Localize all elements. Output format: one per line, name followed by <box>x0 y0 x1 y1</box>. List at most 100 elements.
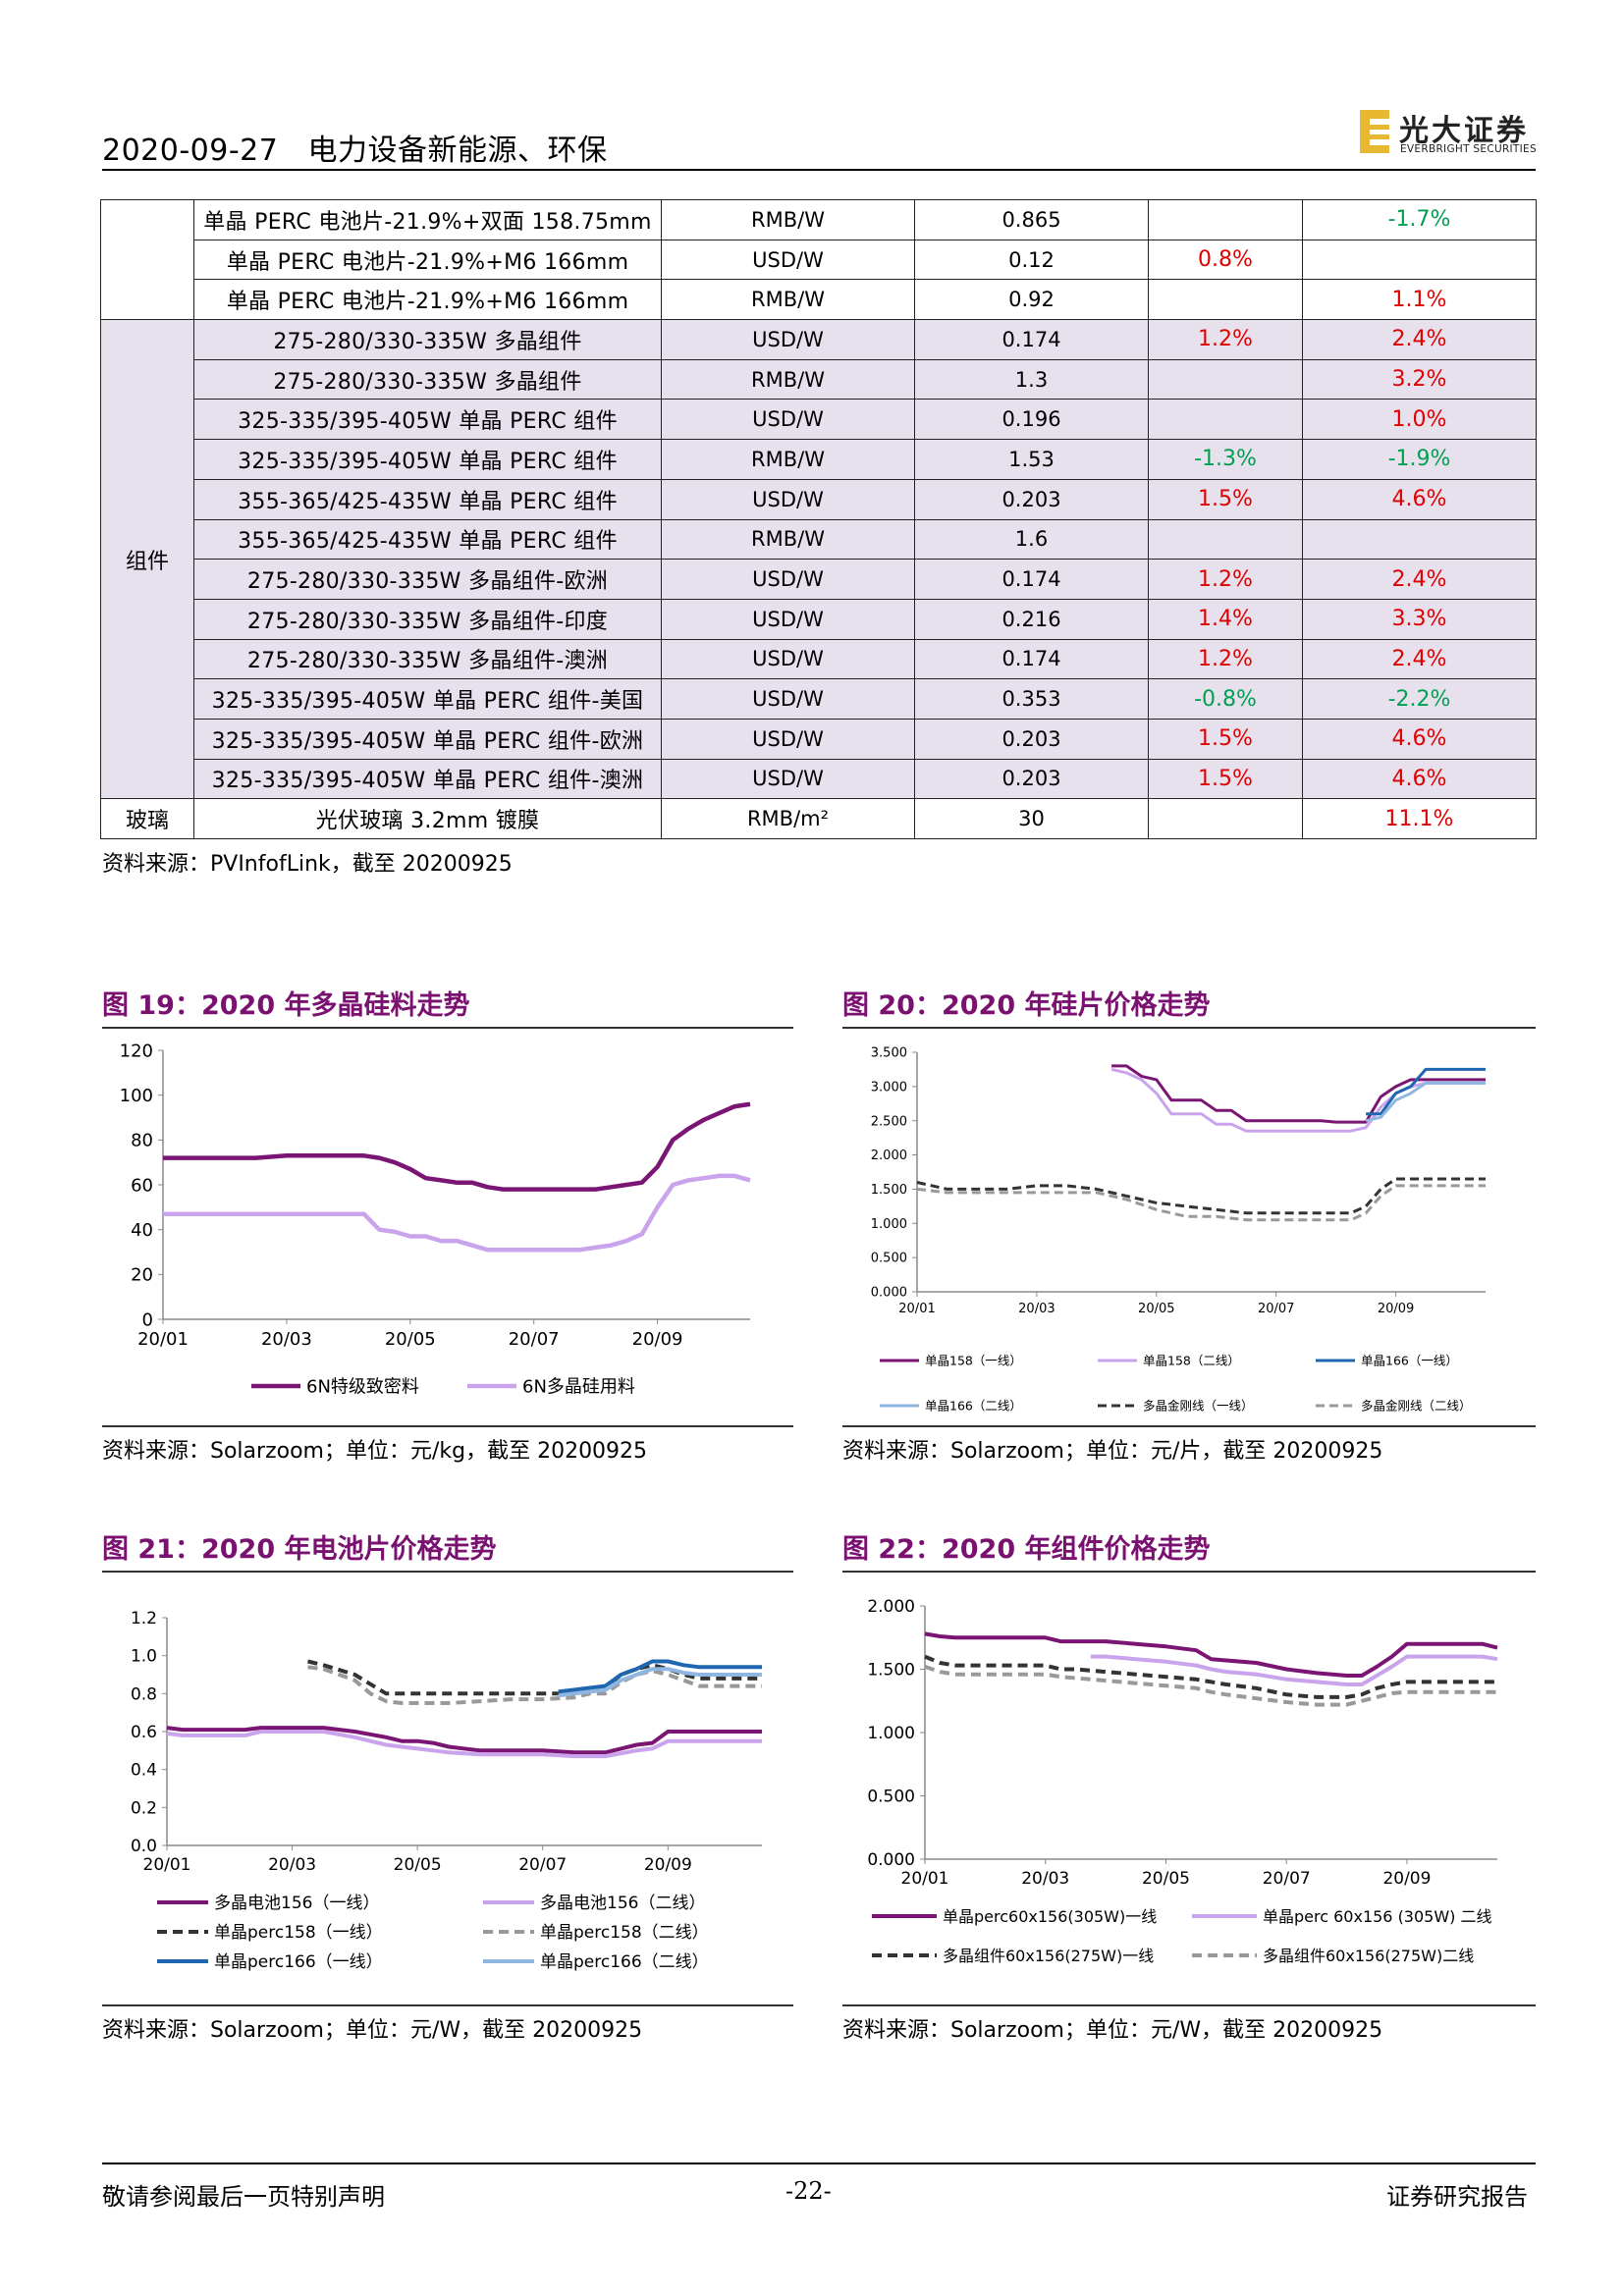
legend-entry: 单晶perc166（一线） <box>214 1952 383 1972</box>
y-tick-label: 1.2 <box>131 1609 157 1629</box>
fig22-title: 图 22：2020 年组件价格走势 <box>842 1534 1211 1565</box>
cell-item: 325-335/395-405W 单晶 PERC 组件-欧洲 <box>193 718 662 760</box>
fig19-source: 资料来源：Solarzoom；单位：元/kg，截至 20200925 <box>102 1439 648 1464</box>
cell-c1: 1.4% <box>1148 598 1303 640</box>
legend-entry: 多晶电池156（一线） <box>214 1894 379 1913</box>
fig19-chart: 0 20 40 60 80 100 120 20/01 20/03 20/05 20/07 20/09… <box>120 1041 751 1397</box>
cell-price: 0.12 <box>914 239 1149 281</box>
cell-c2: 4.6% <box>1302 718 1537 760</box>
fig19-bottom-rule <box>102 1425 793 1427</box>
cell-item: 单晶 PERC 电池片-21.9%+双面 158.75mm <box>193 199 662 240</box>
cell-c1: 1.5% <box>1148 478 1303 520</box>
legend-entry: 单晶perc158（二线） <box>540 1923 709 1943</box>
cell-c1 <box>1148 399 1303 441</box>
table-row: 组件 275-280/330-335W 多晶组件 USD/W 0.174 1.2% 2.4… <box>100 319 1537 800</box>
cell-c1 <box>1148 798 1303 839</box>
x-tick-label: 20/05 <box>1138 1302 1174 1316</box>
table-row: 275-280/330-335W 多晶组件 RMB/W 1.3 3.2% <box>101 358 1537 400</box>
cell-item: 光伏玻璃 3.2mm 镀膜 <box>193 798 662 839</box>
cell-unit: USD/W <box>661 478 915 520</box>
cell-c2: 1.1% <box>1302 279 1537 321</box>
legend-entry: 单晶perc158（一线） <box>214 1923 383 1943</box>
series-line <box>307 1659 762 1696</box>
x-tick-label: 20/05 <box>385 1329 436 1350</box>
cell-c2: 2.4% <box>1302 638 1537 680</box>
category-cell-module: 组件 <box>100 319 194 800</box>
cell-c2: 11.1% <box>1302 798 1537 839</box>
company-logo: 光大证券 EVERBRIGHT SECURITIES <box>1360 106 1539 161</box>
fig19-top-rule <box>102 1027 793 1029</box>
cell-item: 单晶 PERC 电池片-21.9%+M6 166mm <box>193 279 662 321</box>
cell-price: 0.353 <box>914 678 1149 720</box>
y-tick-label: 0.500 <box>867 1787 915 1806</box>
table-row: 单晶 PERC 电池片-21.9%+双面 158.75mm RMB/W 0.865-… <box>100 198 1537 321</box>
cell-unit: RMB/W <box>661 518 915 561</box>
cell-item: 275-280/330-335W 多晶组件-欧洲 <box>193 559 662 600</box>
x-tick-label: 20/05 <box>394 1855 442 1875</box>
legend-entry: 6N多晶硅用料 <box>522 1376 635 1397</box>
y-tick-label: 40 <box>131 1220 153 1241</box>
fig22-chart: 0.000 0.500 1.000 1.500 2.000 20/01 20/03 20/05… <box>867 1597 1498 1965</box>
x-tick-label: 20/07 <box>509 1329 560 1350</box>
cell-item: 275-280/330-335W 多晶组件 <box>193 358 662 400</box>
fig21-title: 图 21：2020 年电池片价格走势 <box>102 1534 497 1565</box>
cell-price: 1.3 <box>914 358 1149 400</box>
y-tick-label: 0.6 <box>131 1723 157 1742</box>
legend-entry: 多晶金刚线（一线） <box>1143 1399 1254 1414</box>
y-tick-label: 0.000 <box>867 1850 915 1870</box>
fig22-bottom-rule <box>842 2004 1536 2006</box>
y-tick-label: 0.8 <box>131 1684 157 1704</box>
cell-item: 275-280/330-335W 多晶组件-印度 <box>193 598 662 640</box>
x-tick-label: 20/03 <box>1021 1869 1069 1889</box>
cell-item: 325-335/395-405W 单晶 PERC 组件 <box>193 439 662 480</box>
x-tick-label: 20/09 <box>1382 1869 1431 1889</box>
cell-price: 0.174 <box>914 319 1149 360</box>
footer-disclaimer: 敬请参阅最后一页特别声明 <box>102 2183 385 2211</box>
series-line <box>916 1177 1486 1215</box>
cell-price: 0.174 <box>914 559 1149 600</box>
table-row: 325-335/395-405W 单晶 PERC 组件-美国 USD/W 0.353… <box>101 678 1537 720</box>
fig21-source: 资料来源：Solarzoom；单位：元/W，截至 20200925 <box>102 2018 643 2043</box>
logo-english-name: EVERBRIGHT SECURITIES <box>1400 143 1537 155</box>
y-tick-label: 0.500 <box>871 1252 907 1266</box>
series-line <box>1111 1064 1486 1124</box>
fig20-top-rule <box>842 1027 1536 1029</box>
header-rule <box>102 169 1536 171</box>
cell-c2 <box>1302 518 1537 561</box>
series-line <box>163 1173 751 1253</box>
series-line <box>163 1101 751 1192</box>
cell-c2: 2.4% <box>1302 319 1537 360</box>
y-tick-label: 2.000 <box>871 1148 907 1163</box>
y-tick-label: 1.0 <box>131 1647 157 1667</box>
legend-entry: 6N特级致密料 <box>306 1376 419 1397</box>
cell-unit: USD/W <box>661 638 915 680</box>
legend-entry: 单晶166（一线） <box>1361 1354 1458 1368</box>
cell-price: 1.53 <box>914 439 1149 480</box>
table-row: 355-365/425-435W 单晶 PERC 组件 USD/W 0.203 1.5… <box>101 478 1537 520</box>
footer-rule <box>102 2163 1536 2164</box>
legend-entry: 多晶金刚线（二线） <box>1361 1399 1472 1414</box>
x-tick-label: 20/01 <box>137 1329 189 1350</box>
cell-unit: USD/W <box>661 399 915 441</box>
cell-c1: 0.8% <box>1148 239 1303 281</box>
cell-c1: 1.2% <box>1148 319 1303 360</box>
cell-price: 1.6 <box>914 518 1149 561</box>
cell-unit: USD/W <box>661 239 915 281</box>
cell-price: 0.865 <box>914 199 1149 240</box>
cell-unit: USD/W <box>661 319 915 360</box>
series-line <box>558 1659 762 1694</box>
cell-c2: 4.6% <box>1302 758 1537 800</box>
y-tick-label: 0.2 <box>131 1798 157 1818</box>
cell-c1: 1.5% <box>1148 758 1303 800</box>
y-tick-label: 80 <box>131 1131 153 1151</box>
cell-unit: USD/W <box>661 678 915 720</box>
series-line <box>924 1665 1497 1707</box>
table-source: 资料来源：PVInfofLink，截至 20200925 <box>102 852 513 877</box>
table-row: 275-280/330-335W 多晶组件-澳洲 USD/W 0.174 1.2% 2.… <box>101 638 1537 680</box>
series-line <box>1366 1067 1486 1116</box>
fig22-top-rule <box>842 1571 1536 1573</box>
x-tick-label: 20/07 <box>518 1855 567 1875</box>
x-tick-label: 20/01 <box>901 1869 949 1889</box>
y-tick-label: 0.0 <box>131 1837 157 1856</box>
fig21-bottom-rule <box>102 2004 793 2006</box>
